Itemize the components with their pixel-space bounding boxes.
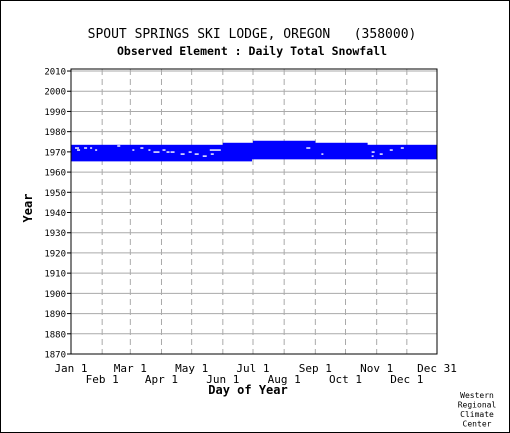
missing-data-gap xyxy=(148,149,151,151)
missing-data-gap xyxy=(371,155,374,157)
y-tick-label: 1960 xyxy=(44,169,66,179)
y-axis-ticks: 2010 2000 1990 1980 1970 1960 1950 1940 1930 1920… xyxy=(44,68,71,361)
missing-data-gap xyxy=(95,149,98,151)
missing-data-gap xyxy=(389,149,393,151)
missing-data-gap xyxy=(153,151,160,153)
data-record-bar xyxy=(71,154,437,158)
x-tick-label-bottom: Dec 1 xyxy=(390,373,423,386)
missing-data-gap xyxy=(210,153,214,155)
missing-data-gap xyxy=(170,151,175,153)
x-tick-label-bottom: Oct 1 xyxy=(329,373,362,386)
missing-data-gap xyxy=(209,149,221,151)
missing-data-gap xyxy=(75,147,80,149)
x-tick-label-bottom: Feb 1 xyxy=(86,373,119,386)
y-tick-label: 1980 xyxy=(44,128,66,138)
x-tick-label-top: Nov 1 xyxy=(360,362,393,375)
credit-line: Climate xyxy=(460,410,494,419)
x-axis-ticks: Jan 1 Mar 1 May 1 Jul 1 Sep 1 Nov 1 Dec 31 Feb … xyxy=(54,362,456,386)
missing-data-gap xyxy=(117,145,121,147)
y-tick-label: 1920 xyxy=(44,249,66,259)
y-tick-label: 2010 xyxy=(44,68,66,78)
y-axis-label: Year xyxy=(21,194,35,223)
data-record-bar xyxy=(71,152,437,156)
missing-data-gap xyxy=(306,147,311,149)
y-tick-label: 1970 xyxy=(44,148,66,158)
y-tick-label: 2000 xyxy=(44,88,66,98)
data-record-bar xyxy=(71,150,437,154)
missing-data-gap xyxy=(132,149,135,151)
data-record-bar xyxy=(71,148,437,152)
x-tick-label-bottom: Aug 1 xyxy=(268,373,301,386)
plot-area xyxy=(70,68,438,355)
y-tick-label: 1870 xyxy=(44,351,66,361)
data-record-bar xyxy=(222,142,368,146)
missing-data-gap xyxy=(77,149,81,151)
data-record-bar xyxy=(71,156,437,160)
data-record-bar xyxy=(71,158,252,162)
missing-data-gap xyxy=(400,147,404,149)
missing-data-gap xyxy=(194,153,199,155)
missing-data-gap xyxy=(180,153,185,155)
y-tick-label: 1890 xyxy=(44,310,66,320)
x-tick-label-top: Jul 1 xyxy=(236,362,269,375)
chart-title: SPOUT SPRINGS SKI LODGE, OREGON (358000) xyxy=(88,27,417,42)
missing-data-gap xyxy=(84,147,88,149)
x-tick-label-top: Sep 1 xyxy=(299,362,332,375)
y-tick-label: 1940 xyxy=(44,209,66,219)
y-tick-label: 1880 xyxy=(44,330,66,340)
y-tick-label: 1950 xyxy=(44,189,66,199)
missing-data-gap xyxy=(166,151,170,153)
x-tick-label-top: Jan 1 xyxy=(54,362,87,375)
missing-data-gap xyxy=(140,147,144,149)
x-tick-label-bottom: Apr 1 xyxy=(145,373,178,386)
missing-data-gap xyxy=(321,153,324,155)
chart-subtitle: Observed Element : Daily Total Snowfall xyxy=(117,44,387,58)
y-tick-label: 1900 xyxy=(44,290,66,300)
credit-line: Western xyxy=(460,391,494,400)
missing-data-gap xyxy=(202,155,207,157)
y-tick-label: 1990 xyxy=(44,108,66,118)
data-record-bar xyxy=(252,140,316,144)
missing-data-gap xyxy=(188,151,192,153)
x-tick-label-top: May 1 xyxy=(175,362,208,375)
x-tick-label-bottom: Jun 1 xyxy=(206,373,239,386)
missing-data-gap xyxy=(379,153,383,155)
missing-data-gap xyxy=(371,151,375,153)
data-record-bar xyxy=(71,146,437,150)
x-tick-label-top: Dec 31 xyxy=(417,362,457,375)
data-record-bar xyxy=(71,144,437,148)
x-axis-label: Day of Year xyxy=(208,383,287,397)
y-tick-label: 1910 xyxy=(44,270,66,280)
data-records xyxy=(71,140,437,162)
missing-data-gap xyxy=(90,147,93,149)
y-tick-label: 1930 xyxy=(44,229,66,239)
grid-lines xyxy=(71,69,437,354)
credit-line: Regional xyxy=(458,401,497,410)
missing-data-gap xyxy=(162,149,166,151)
credit-line: Center xyxy=(463,420,492,429)
x-tick-label-top: Mar 1 xyxy=(114,362,147,375)
